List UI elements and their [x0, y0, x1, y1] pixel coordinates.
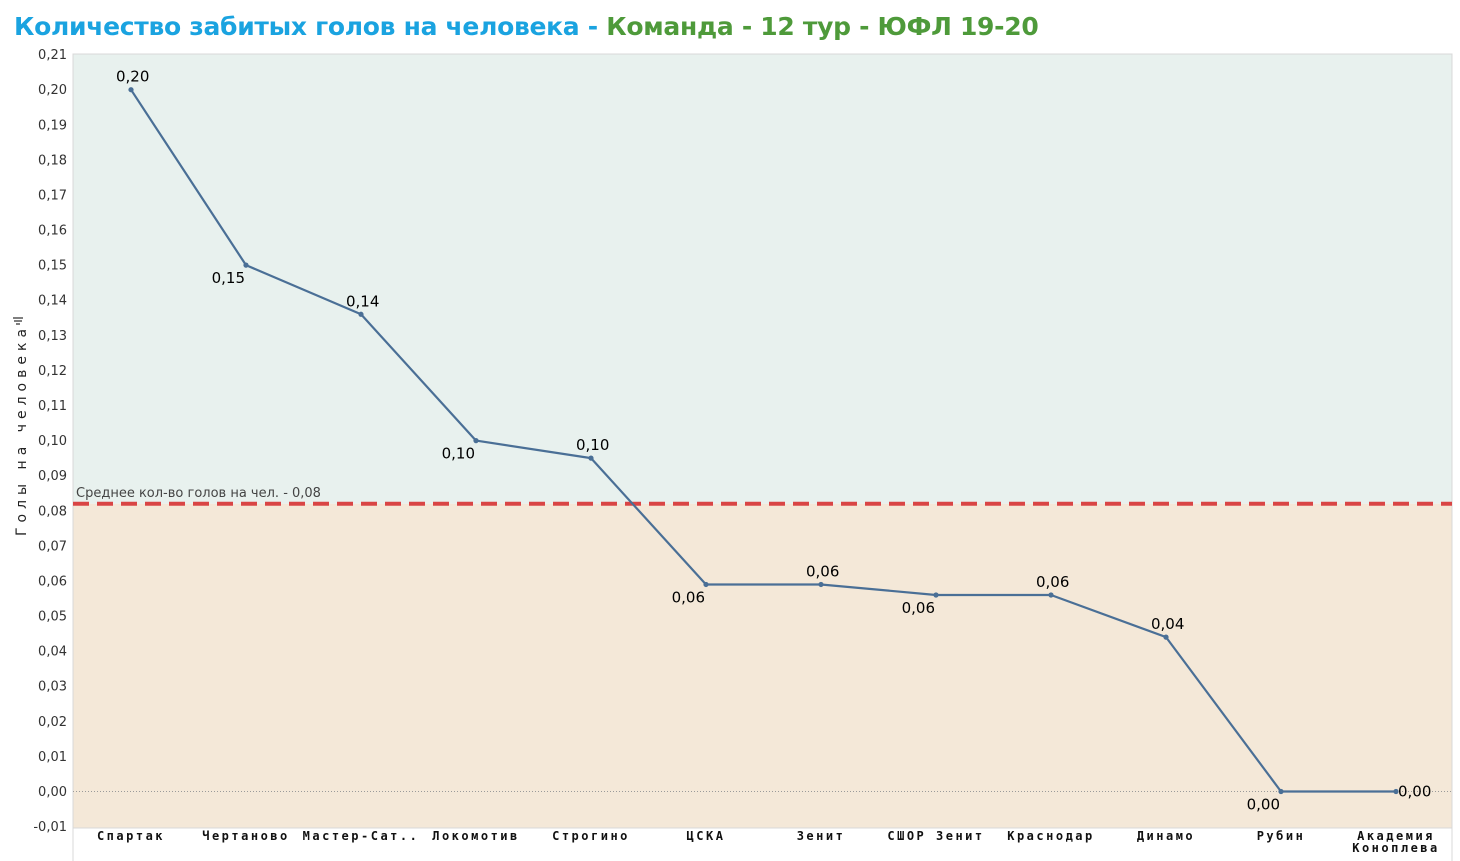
- data-label: 0,06: [902, 599, 935, 617]
- y-tick-label: 0,03: [38, 680, 67, 695]
- y-tick-label: 0,16: [38, 224, 67, 239]
- data-point[interactable]: [818, 581, 824, 588]
- data-label: 0,14: [346, 292, 379, 310]
- y-tick-label: 0,20: [38, 83, 67, 98]
- y-tick-label: 0,12: [38, 364, 67, 379]
- x-tick-label: Зенит: [797, 829, 846, 843]
- data-point[interactable]: [933, 592, 939, 598]
- x-tick-label: СШОР Зенит: [887, 829, 984, 843]
- average-reference-label: Среднее кол-во голов на чел. - 0,08: [76, 486, 321, 501]
- data-point[interactable]: [1393, 788, 1399, 795]
- data-point[interactable]: [1278, 788, 1284, 795]
- y-tick-label: 0,11: [38, 399, 67, 414]
- data-point[interactable]: [473, 438, 479, 444]
- chart-title-main: Количество забитых голов на человека -: [14, 12, 607, 41]
- data-point[interactable]: [703, 581, 709, 588]
- data-label: 0,00: [1247, 796, 1280, 814]
- data-point[interactable]: [243, 262, 249, 268]
- y-tick-label: 0,13: [38, 329, 67, 344]
- data-point[interactable]: [1048, 592, 1054, 598]
- y-tick-label: 0,19: [38, 118, 67, 133]
- data-label: 0,20: [116, 68, 149, 86]
- y-axis-label: Голы на человека: [14, 324, 30, 536]
- x-tick-label: Динамо: [1137, 829, 1195, 843]
- filter-icon: [13, 317, 23, 325]
- y-tick-label: 0,09: [38, 469, 67, 484]
- band-below-average: [73, 503, 1452, 828]
- chart-title: Количество забитых голов на человека - К…: [14, 12, 1039, 41]
- y-tick-label: 0,14: [38, 294, 67, 309]
- y-tick-label: 0,10: [38, 434, 67, 449]
- data-point[interactable]: [128, 87, 134, 93]
- x-tick-label: Коноплева: [1352, 841, 1440, 855]
- x-tick-label: Краснодар: [1007, 829, 1095, 843]
- y-tick-label: 0,21: [38, 48, 67, 63]
- y-tick-label: 0,02: [38, 715, 67, 730]
- y-tick-label: -0,01: [33, 820, 67, 835]
- data-label: 0,06: [806, 562, 839, 580]
- data-label: 0,10: [576, 436, 609, 454]
- y-tick-label: 0,06: [38, 574, 67, 589]
- plot-border: [72, 53, 1453, 829]
- data-label: 0,00: [1398, 783, 1431, 801]
- x-tick-label: Чертаново: [202, 829, 290, 843]
- series-line: [130, 89, 1396, 793]
- data-label: 0,06: [1036, 573, 1069, 591]
- data-point[interactable]: [358, 311, 364, 317]
- data-label: 0,10: [442, 445, 475, 463]
- y-tick-label: 0,18: [38, 153, 67, 168]
- x-tick-label: ЦСКА: [687, 829, 726, 843]
- x-tick-label: Рубин: [1257, 829, 1306, 843]
- x-tick-label: Академия: [1357, 829, 1435, 843]
- x-tick-label: Спартак: [97, 829, 165, 843]
- y-tick-label: 0,05: [38, 610, 67, 625]
- y-tick-label: 0,07: [38, 539, 67, 554]
- data-label: 0,15: [212, 269, 245, 287]
- x-tick-label: Локомотив: [432, 829, 520, 843]
- data-label: 0,04: [1151, 615, 1184, 633]
- chart-title-sub: Команда - 12 тур - ЮФЛ 19-20: [606, 12, 1039, 41]
- y-tick-label: 0,15: [38, 259, 67, 274]
- y-tick-label: 0,01: [38, 750, 67, 765]
- band-above-average: [73, 54, 1452, 504]
- y-tick-label: 0,08: [38, 504, 67, 519]
- data-label: 0,06: [672, 588, 705, 606]
- y-tick-label: 0,04: [38, 645, 67, 660]
- y-tick-label: 0,17: [38, 188, 67, 203]
- x-tick-label: Мастер-Сат..: [303, 829, 420, 843]
- y-tick-label: 0,00: [38, 785, 67, 800]
- data-point[interactable]: [1163, 634, 1169, 640]
- x-tick-label: Строгино: [552, 829, 630, 843]
- data-point[interactable]: [588, 455, 594, 461]
